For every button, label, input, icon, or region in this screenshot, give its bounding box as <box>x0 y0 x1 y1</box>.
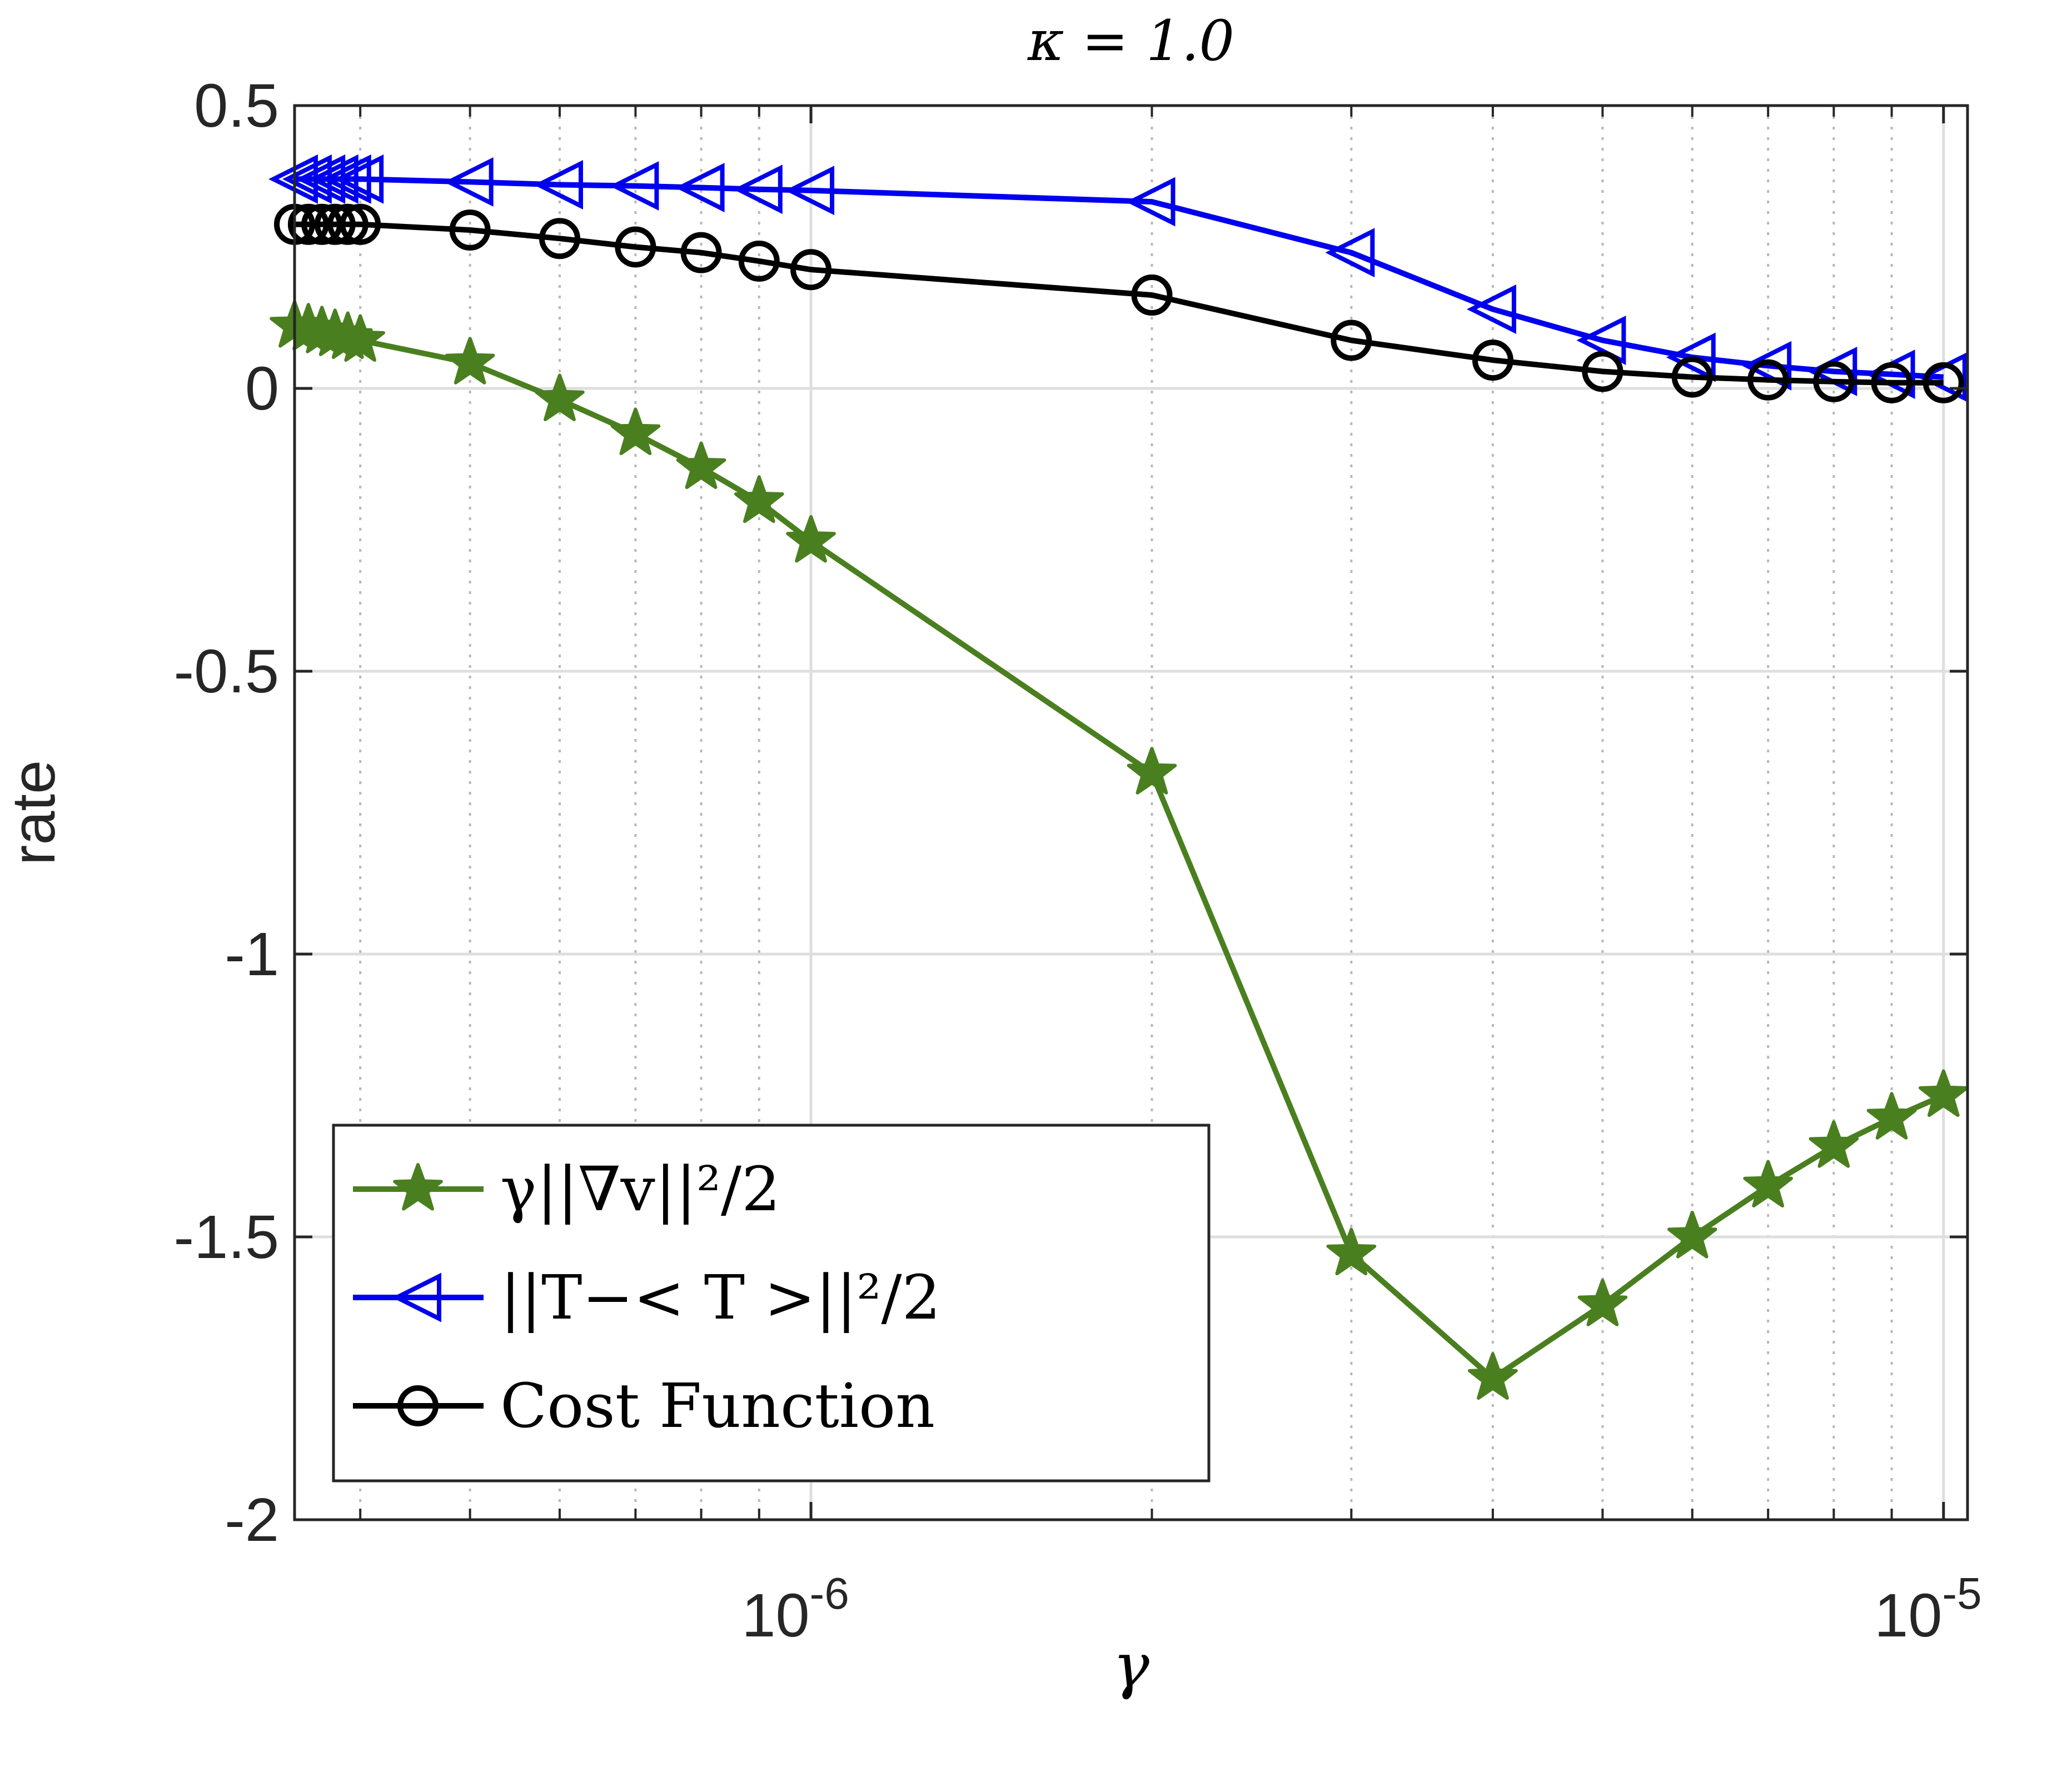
data-point <box>1582 351 1623 392</box>
data-point <box>287 203 329 245</box>
data-point <box>786 515 836 563</box>
series-2 <box>274 203 1964 403</box>
data-point <box>680 232 722 273</box>
data-point <box>1326 1227 1377 1276</box>
data-point <box>314 203 356 245</box>
legend-marker <box>397 1385 439 1426</box>
data-point <box>1866 1092 1917 1140</box>
data-point <box>340 203 381 245</box>
data-point <box>1125 177 1176 227</box>
data-point <box>1742 341 1792 391</box>
data-point <box>609 161 659 211</box>
data-point <box>1577 1279 1628 1326</box>
data-point <box>1923 362 1964 403</box>
y-axis-label: rate <box>0 760 68 866</box>
data-point <box>1667 1211 1717 1259</box>
data-point <box>327 203 368 245</box>
data-point <box>1468 1352 1518 1400</box>
data-point <box>334 154 384 204</box>
data-point <box>738 240 780 282</box>
legend-label: ||T−< T >||²/2 <box>500 1262 941 1333</box>
data-point <box>1331 320 1372 361</box>
data-point <box>790 249 832 291</box>
data-point <box>675 163 725 213</box>
series-0 <box>270 300 1969 1400</box>
x-tick-label: 10-6 <box>741 1569 849 1650</box>
plot-border <box>293 104 1969 1521</box>
legend-entry: ||T−< T >||²/2 <box>353 1262 941 1333</box>
data-point <box>1466 284 1516 334</box>
data-point <box>1919 1069 1969 1117</box>
data-point <box>449 209 491 251</box>
y-tick-label: -1.5 <box>173 1203 279 1271</box>
legend-label: γ||∇v||²/2 <box>500 1154 780 1225</box>
data-point <box>1127 747 1177 795</box>
data-point <box>1743 1160 1793 1207</box>
data-point <box>1472 340 1513 381</box>
legend: γ||∇v||²/2 ||T−< T >||²/2 Cost Function <box>332 1124 1211 1482</box>
data-point <box>1325 228 1375 278</box>
data-point <box>785 166 835 216</box>
data-point <box>445 337 495 385</box>
legend-box <box>332 1124 1211 1482</box>
data-point <box>1666 332 1716 382</box>
data-point <box>1131 274 1173 316</box>
legend-marker <box>392 1272 441 1322</box>
legend-marker <box>393 1163 443 1211</box>
y-tick-label: 0 <box>245 355 279 423</box>
y-tick-label: 0.5 <box>194 72 279 140</box>
data-point <box>444 157 494 207</box>
series-layer <box>268 154 1969 1400</box>
data-point <box>1809 1120 1859 1168</box>
data-point <box>676 441 726 490</box>
data-point <box>1671 356 1713 398</box>
data-point <box>539 218 581 259</box>
data-point <box>1747 359 1789 401</box>
data-point <box>734 475 784 523</box>
legend-label: Cost Function <box>500 1370 935 1441</box>
data-point <box>733 164 783 214</box>
data-point <box>1813 361 1855 402</box>
data-point <box>308 154 358 204</box>
x-tick-label: 10-5 <box>1874 1569 1982 1650</box>
legend-entry: Cost Function <box>353 1370 935 1441</box>
data-point <box>321 154 371 204</box>
y-tick-label: -1 <box>225 920 279 989</box>
x-axis-label: γ <box>1113 1630 1149 1701</box>
y-tick-label: -0.5 <box>173 637 279 706</box>
data-point <box>535 373 585 421</box>
axis-ticks: 10-6 10-5 0.5 0 -0.5 -1 -1.5 -2 <box>173 72 1981 1650</box>
data-point <box>610 407 661 455</box>
y-tick-label: -2 <box>225 1486 279 1554</box>
data-point <box>615 226 656 268</box>
legend-entry: γ||∇v||²/2 <box>353 1154 780 1225</box>
data-point <box>335 314 385 362</box>
data-point <box>1871 362 1912 403</box>
data-point <box>534 160 584 209</box>
chart-title: κ = 1.0 <box>1027 8 1234 73</box>
